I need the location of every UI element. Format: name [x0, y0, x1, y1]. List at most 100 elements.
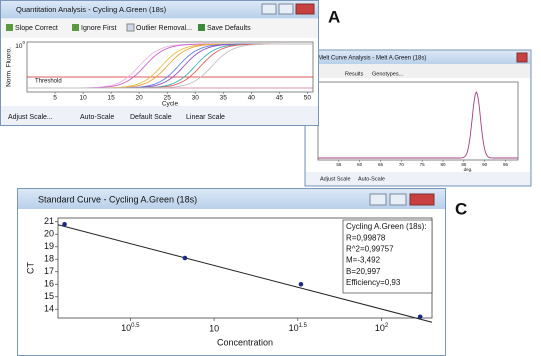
- close-button[interactable]: [295, 3, 315, 15]
- y-tick-label: 19: [44, 241, 54, 251]
- data-point: [182, 255, 188, 261]
- x-tick-label: 25: [164, 95, 172, 102]
- x-tick-label: 100.5: [121, 323, 140, 334]
- x-tick-label: 95: [503, 162, 509, 167]
- minimize-button[interactable]: [369, 193, 387, 206]
- toolbar-button[interactable]: Outlier Removal...: [136, 25, 192, 32]
- x-axis-label: Concentration: [217, 337, 273, 347]
- window-title: Standard Curve - Cycling A.Green (18s): [38, 194, 197, 204]
- x-tick-label: 15: [108, 95, 116, 102]
- stats-line: R=0,99878: [346, 233, 386, 242]
- data-point: [62, 221, 67, 227]
- y-axis-label: Norm. Fluoro.: [6, 47, 13, 87]
- x-tick-label: 60: [357, 162, 363, 167]
- stats-line: Efficiency=0,93: [346, 278, 401, 287]
- title-bar: [306, 51, 530, 64]
- window-title: Melt Curve Analysis - Melt A.Green (18s): [318, 56, 426, 62]
- close-button[interactable]: [409, 193, 435, 206]
- panel-label: A: [328, 7, 340, 26]
- data-point: [417, 314, 423, 320]
- window-title: Quantitation Analysis - Cycling A.Green …: [16, 5, 167, 14]
- button[interactable]: Auto-Scale: [80, 114, 114, 121]
- y-tick-exponent: 0: [22, 40, 25, 45]
- close-button[interactable]: [516, 52, 528, 63]
- minimize-button[interactable]: [261, 3, 277, 15]
- x-tick-label: 10: [209, 323, 219, 333]
- title-bar: [18, 189, 445, 209]
- x-tick-label: 10: [79, 95, 87, 102]
- y-tick-label: 100: [15, 40, 25, 50]
- toolbar-button[interactable]: Slope Correct: [15, 25, 58, 32]
- x-tick-label: 20: [136, 95, 144, 102]
- threshold-label: Threshold: [35, 79, 62, 85]
- amplification-curve: [27, 43, 313, 89]
- y-tick-label: 20: [44, 229, 54, 239]
- window-a: Quantitation Analysis - Cycling A.Green …: [0, 0, 340, 126]
- x-tick-base: 10: [121, 323, 131, 333]
- x-tick-label: 65: [378, 162, 384, 167]
- y-tick-label: 14: [44, 304, 54, 314]
- button[interactable]: Default Scale: [130, 114, 172, 121]
- y-axis-label: CT: [25, 262, 35, 274]
- x-tick-label: 75: [420, 162, 426, 167]
- stats-line: B=20,997: [346, 267, 381, 276]
- window-b: Melt Curve Analysis - Melt A.Green (18s)…: [304, 49, 532, 187]
- x-tick-label: 101.5: [289, 323, 308, 334]
- x-tick-label: 50: [304, 95, 312, 102]
- data-point: [298, 281, 304, 287]
- x-tick-label: 70: [399, 162, 405, 167]
- toolbar-button[interactable]: Ignore First: [81, 25, 116, 32]
- x-tick-label: 5: [53, 95, 57, 102]
- button-bar: [306, 172, 530, 185]
- x-tick-exponent: 0.5: [131, 323, 140, 329]
- x-tick-base: 10: [375, 323, 385, 333]
- button[interactable]: Adjust Scale...: [8, 114, 53, 121]
- y-tick-base: 10: [15, 43, 23, 50]
- icon: [126, 23, 135, 32]
- toolbar: [306, 64, 530, 78]
- x-tick-base: 10: [289, 323, 299, 333]
- x-tick-label: 55: [336, 162, 342, 167]
- button[interactable]: Linear Scale: [186, 114, 225, 121]
- plot-area: [26, 41, 314, 93]
- toolbar-button[interactable]: Save Defaults: [207, 25, 251, 32]
- stats-box: [342, 219, 433, 294]
- y-tick-label: 15: [44, 291, 54, 301]
- title-bar: [1, 1, 318, 18]
- y-tick-label: 18: [44, 254, 54, 264]
- button[interactable]: Auto-Scale: [358, 176, 385, 182]
- x-tick-label: 80: [440, 162, 446, 167]
- x-axis-label: deg.: [464, 167, 473, 172]
- plot-panel: [306, 78, 530, 172]
- icon: [6, 24, 13, 31]
- button-bar: [1, 106, 318, 125]
- x-tick-label: 35: [220, 95, 228, 102]
- maximize-button[interactable]: [278, 3, 294, 15]
- fit-line: [57, 224, 433, 323]
- x-tick-label: 40: [248, 95, 256, 102]
- icon: [198, 24, 205, 31]
- x-tick-label: 45: [276, 95, 284, 102]
- x-tick-exponent: 1.5: [299, 323, 308, 329]
- x-tick-label: 85: [461, 162, 467, 167]
- y-tick-label: 21: [44, 216, 54, 226]
- melt-chart: 55 60 65 70 75 80 85 90 95 deg.: [318, 90, 518, 172]
- toolbar-button[interactable]: Genotypes...: [372, 71, 404, 77]
- y-tick-label: 17: [44, 266, 54, 276]
- melt-peak: [318, 90, 518, 159]
- x-tick-label: 102: [375, 323, 389, 334]
- panel-label: C: [455, 199, 467, 218]
- x-tick-exponent: 2: [385, 323, 389, 329]
- maximize-button[interactable]: [389, 193, 407, 206]
- plot-panel: [1, 38, 318, 106]
- toolbar-button[interactable]: Results: [345, 71, 364, 77]
- stats-line: Cycling A.Green (18s):: [346, 222, 426, 231]
- button[interactable]: Adjust Scale: [320, 176, 351, 182]
- icon: [72, 24, 79, 31]
- toolbar: [1, 19, 318, 38]
- x-axis-label: Cycle: [162, 101, 179, 108]
- stats-line: M=-3,492: [346, 256, 381, 265]
